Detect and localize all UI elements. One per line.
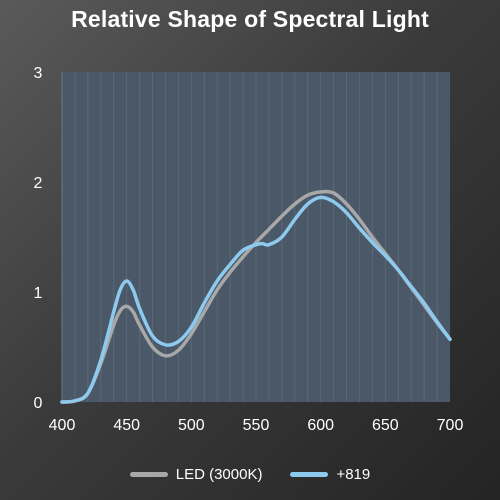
x-tick-labels: 400 450 500 550 600 650 700 [49,417,464,434]
x-tick-label: 700 [437,417,464,434]
legend-swatch-819 [290,471,329,477]
y-tick-label: 1 [34,285,43,302]
x-tick-label: 400 [49,417,76,434]
y-tick-label: 0 [34,395,43,412]
chart-title: Relative Shape of Spectral Light [71,6,429,32]
y-tick-labels: 0 1 2 3 [34,65,43,412]
x-tick-label: 650 [372,417,399,434]
grid-lines [61,72,438,402]
series-line-led [60,189,452,404]
legend: LED (3000K) +819 [0,462,500,486]
series-line-819 [60,195,452,404]
y-tick-label: 3 [34,65,43,82]
y-tick-label: 2 [34,175,43,192]
x-tick-label: 600 [307,417,334,434]
x-tick-label: 500 [178,417,205,434]
legend-label-led: LED (3000K) [175,465,263,483]
legend-swatch-led [129,471,168,477]
x-tick-label: 550 [243,417,270,434]
x-tick-label: 450 [113,417,140,434]
legend-label-819: +819 [336,465,371,483]
legend-item-led[interactable]: LED (3000K) [129,465,263,483]
series-lines [60,189,452,404]
legend-item-819[interactable]: +819 [290,466,370,483]
